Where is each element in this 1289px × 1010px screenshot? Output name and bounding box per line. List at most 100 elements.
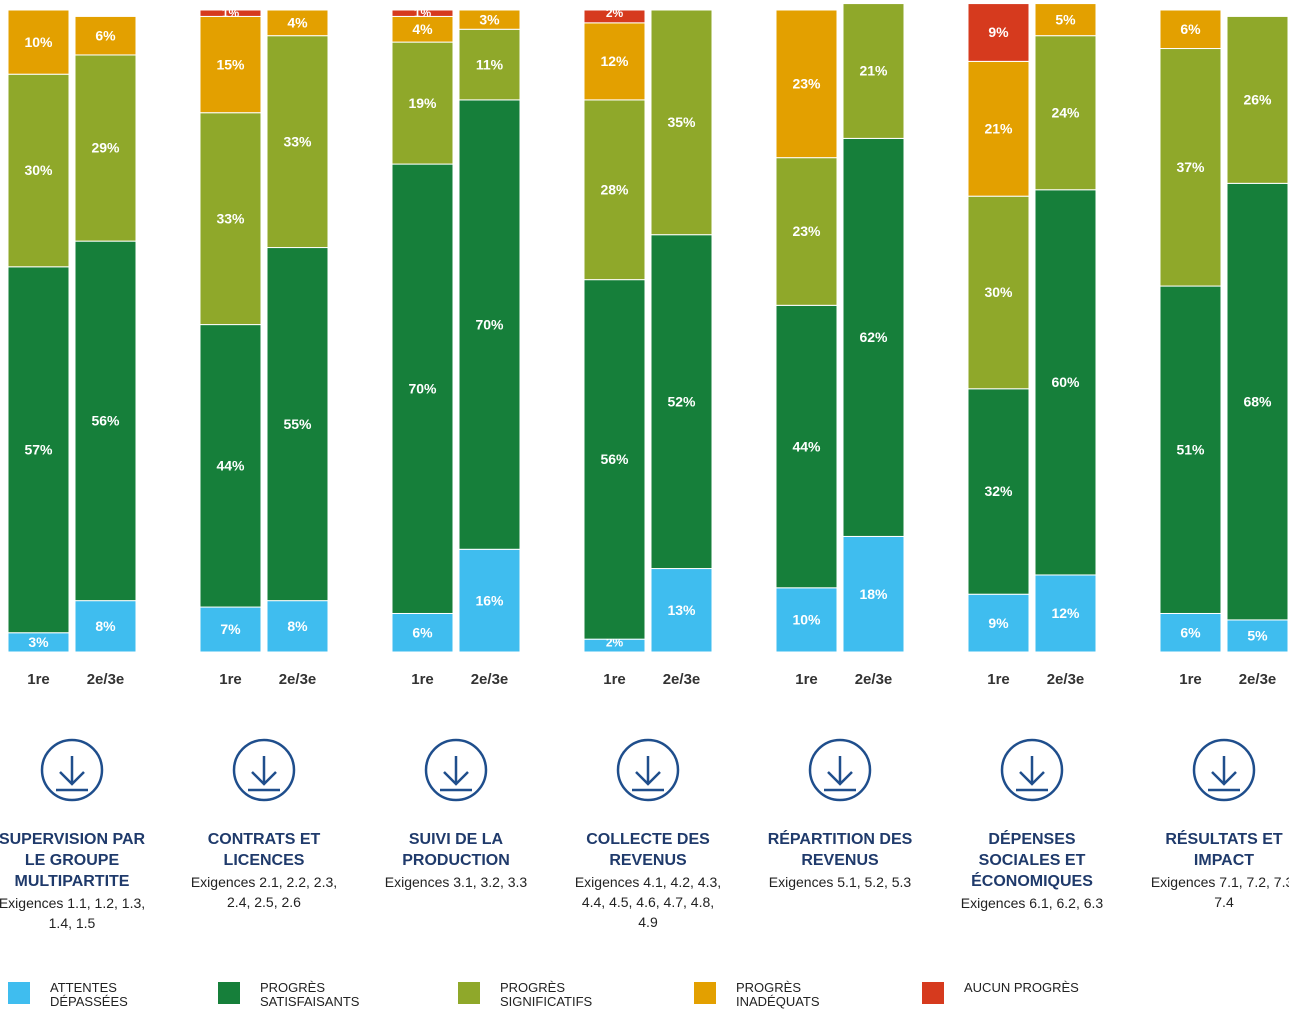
value-label: 15% [216, 56, 245, 72]
bar-segment [1226, 15, 1289, 184]
value-label: 44% [216, 458, 245, 474]
value-label: 35% [667, 114, 696, 130]
value-label: 56% [600, 451, 629, 467]
bar-segment [842, 535, 905, 653]
value-label: 30% [984, 284, 1013, 300]
bar-segment [1034, 35, 1097, 191]
value-label: 10% [24, 34, 53, 50]
value-label: 5% [1247, 628, 1268, 644]
bar-segment [266, 9, 329, 37]
value-label: 52% [667, 393, 696, 409]
bar-segment [391, 15, 454, 43]
category-icon [232, 738, 296, 802]
value-label: 2% [606, 6, 624, 20]
value-label: 30% [24, 162, 53, 178]
icon-part [616, 738, 680, 802]
legend-label: ATTENTES DÉPASSÉES [50, 980, 128, 1009]
category-icon [1000, 738, 1064, 802]
bar-segment [266, 247, 329, 602]
icon-part [424, 738, 488, 802]
category-icon [808, 738, 872, 802]
bar-label: 2e/3e [663, 671, 701, 688]
value-label: 33% [283, 133, 312, 149]
category-title: RÉPARTITION DES REVENUS [767, 831, 913, 869]
bar-segment [775, 157, 838, 306]
value-label: 8% [287, 618, 308, 634]
value-label: 12% [600, 53, 629, 69]
value-label: 32% [984, 483, 1013, 499]
icon-part [1192, 738, 1256, 802]
bar-segment [650, 9, 713, 236]
bar-segment [199, 9, 262, 17]
legend-label: PROGRÈS INADÉQUATS [736, 980, 820, 1009]
value-label: 9% [988, 615, 1009, 631]
value-label: 13% [667, 602, 696, 618]
value-label: 28% [600, 181, 629, 197]
bar-segment [458, 28, 521, 101]
bar-segment [391, 9, 454, 17]
value-label: 5% [1055, 11, 1076, 27]
bar-segment [1034, 3, 1097, 37]
bar-label: 2e/3e [87, 671, 125, 688]
icon-part [824, 756, 856, 792]
bar-segment [199, 15, 262, 114]
value-label: 44% [792, 438, 821, 454]
value-label: 9% [988, 24, 1009, 40]
value-label: 33% [216, 210, 245, 226]
icon-part [1016, 756, 1048, 792]
category-subtitle: Exigences 7.1, 7.2, 7.3, 7.4 [1150, 874, 1289, 910]
bar-segment [775, 9, 838, 159]
bar-segment [1159, 285, 1222, 614]
bar-segment [7, 9, 70, 75]
value-label: 70% [475, 316, 504, 332]
bar-label: 1re [987, 671, 1010, 688]
bar-segment [650, 568, 713, 653]
bar-segment [1034, 574, 1097, 653]
value-label: 6% [1180, 21, 1201, 37]
bar-label: 2e/3e [279, 671, 317, 688]
bar-label: 1re [603, 671, 626, 688]
value-label: 23% [792, 76, 821, 92]
bar-segment [74, 240, 137, 602]
value-label: 3% [28, 634, 49, 650]
value-label: 6% [95, 27, 116, 43]
icon-part [808, 738, 872, 802]
value-label: 24% [1051, 104, 1080, 120]
value-label: 19% [408, 95, 437, 111]
bar-segment [967, 195, 1030, 390]
bar-segment [391, 612, 454, 653]
bar-segment [1159, 612, 1222, 653]
bar-segment [1159, 48, 1222, 287]
category-icon [1192, 738, 1256, 802]
bar-segment [967, 388, 1030, 595]
value-label: 6% [412, 624, 433, 640]
value-label: 3% [479, 11, 500, 27]
bar-segment [583, 22, 646, 101]
value-label: 51% [1176, 441, 1205, 457]
value-label: 23% [792, 223, 821, 239]
category-subtitle: Exigences 1.1, 1.2, 1.3, 1.4, 1.5 [0, 895, 146, 931]
bar-segment [650, 234, 713, 570]
value-label: 7% [220, 621, 241, 637]
legend-label: AUCUN PROGRÈS [964, 980, 1079, 995]
value-label: 60% [1051, 374, 1080, 390]
value-label: 56% [91, 413, 120, 429]
category-subtitle: Exigences 2.1, 2.2, 2.3, 2.4, 2.5, 2.6 [190, 874, 338, 910]
value-label: 10% [792, 612, 821, 628]
bar-segment [266, 600, 329, 653]
legend-swatch [922, 982, 944, 1004]
value-label: 12% [1051, 605, 1080, 621]
legend-swatch [218, 982, 240, 1004]
value-label: 26% [1243, 92, 1272, 108]
bar-segment [775, 587, 838, 653]
bar-label: 2e/3e [1047, 671, 1085, 688]
bar-segment [842, 3, 905, 139]
bar-label: 1re [219, 671, 242, 688]
icon-part [1208, 756, 1240, 792]
category-icon [616, 738, 680, 802]
category-icon [40, 738, 104, 802]
bar-label: 2e/3e [471, 671, 509, 688]
bar-segment [458, 99, 521, 550]
